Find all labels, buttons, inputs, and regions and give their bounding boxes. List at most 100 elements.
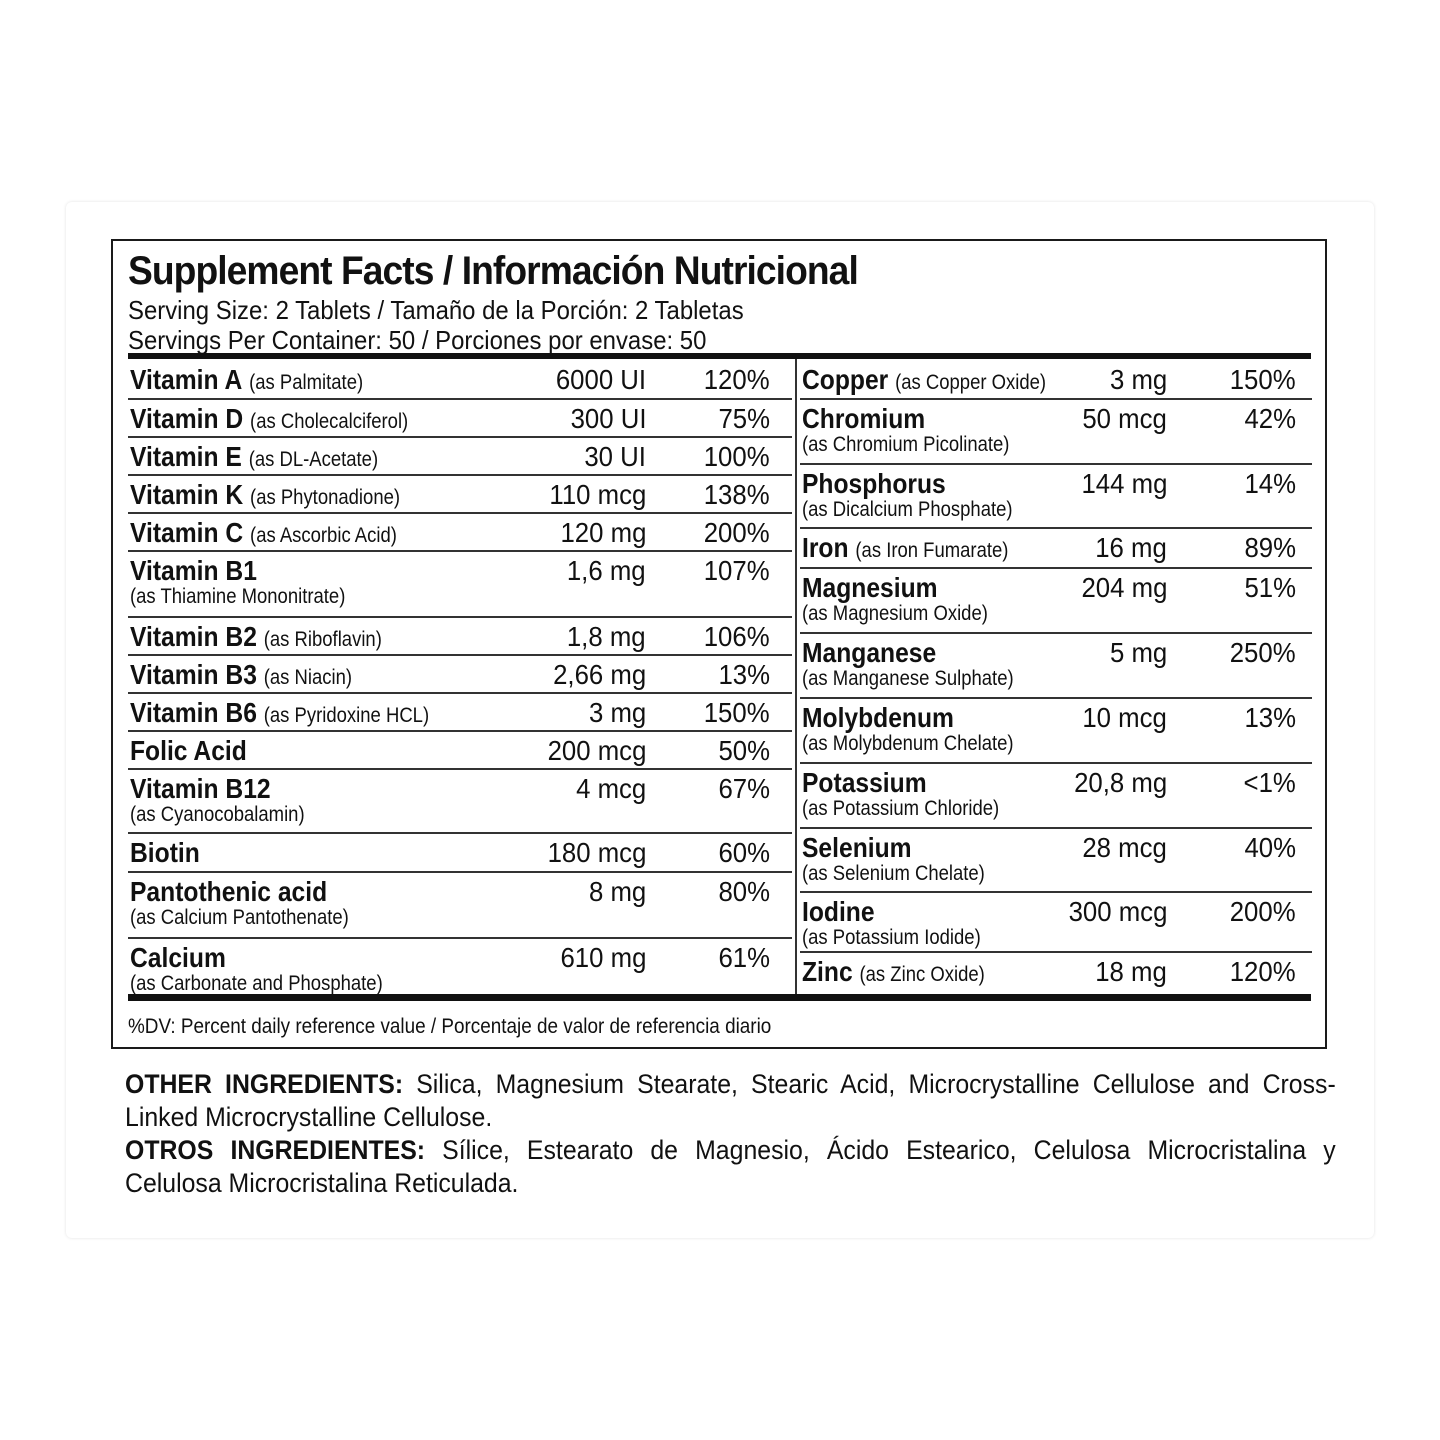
nutrient-daily-value: 120% xyxy=(1230,956,1296,987)
nutrient-daily-value: 150% xyxy=(704,697,770,728)
nutrient-name: Copper (as Copper Oxide) xyxy=(802,365,1046,398)
nutrient-amount: 110 mcg xyxy=(549,479,646,510)
nutrient-name-text: Iron xyxy=(802,532,849,563)
nutrient-source: (as Dicalcium Phosphate) xyxy=(802,498,1013,521)
nutrient-name-text: Pantothenic acid xyxy=(130,876,328,907)
nutrient-name-text: Vitamin E xyxy=(130,441,242,472)
nutrient-name-text: Manganese xyxy=(802,637,937,668)
nutrient-name: Biotin xyxy=(130,838,200,868)
nutrient-row: Biotin 180 mcg 60% xyxy=(128,834,792,873)
nutrient-source: (as Niacin) xyxy=(263,666,353,689)
nutrient-daily-value: 106% xyxy=(704,621,770,652)
nutrient-name-text: Vitamin D xyxy=(130,403,244,434)
nutrient-amount: 1,6 mg xyxy=(567,555,646,586)
nutrient-name: Vitamin B2 (as Riboflavin) xyxy=(130,622,382,655)
nutrient-name-text: Molybdenum xyxy=(802,702,954,733)
nutrient-daily-value: 75% xyxy=(718,403,770,434)
nutrient-daily-value: 120% xyxy=(704,364,770,395)
nutrient-daily-value: 107% xyxy=(704,555,770,586)
nutrient-amount: 144 mg xyxy=(1081,468,1167,499)
nutrient-row: Folic Acid 200 mcg 50% xyxy=(128,732,792,770)
nutrient-name: Vitamin D (as Cholecalciferol) xyxy=(130,404,408,437)
nutrient-daily-value: 61% xyxy=(718,942,770,973)
nutrient-name-text: Vitamin A xyxy=(130,364,243,395)
nutrient-name-text: Folic Acid xyxy=(130,735,247,766)
nutrient-name: Iron (as Iron Fumarate) xyxy=(802,533,1008,566)
nutrient-name-text: Vitamin B2 xyxy=(130,621,257,652)
nutrient-name: Molybdenum xyxy=(802,703,954,733)
thick-rule-bottom xyxy=(128,994,1311,1001)
nutrient-amount: 1,8 mg xyxy=(567,621,646,652)
nutrient-name-text: Biotin xyxy=(130,837,200,868)
nutrient-name: Chromium xyxy=(802,404,925,434)
nutrient-daily-value: 89% xyxy=(1244,532,1296,563)
nutrient-name: Vitamin B3 (as Niacin) xyxy=(130,660,352,693)
nutrient-source: (as Pyridoxine HCL) xyxy=(263,704,430,727)
nutrient-name: Vitamin B1 xyxy=(130,556,257,586)
nutrient-amount: 4 mcg xyxy=(575,773,646,804)
other-ingredients-en: OTHER INGREDIENTS: Silica, Magnesium Ste… xyxy=(125,1068,1336,1134)
nutrient-source: (as Zinc Oxide) xyxy=(859,963,985,986)
nutrient-source: (as Palmitate) xyxy=(249,371,364,394)
nutrient-amount: 2,66 mg xyxy=(552,659,646,690)
nutrient-row: Vitamin B1 (as Thiamine Mononitrate) 1,6 m… xyxy=(128,552,792,618)
nutrient-source: (as Phytonadione) xyxy=(250,486,401,509)
nutrient-name-text: Vitamin K xyxy=(130,479,244,510)
nutrient-amount: 16 mg xyxy=(1095,532,1167,563)
nutrient-amount: 300 mcg xyxy=(1068,896,1167,927)
nutrient-source: (as Ascorbic Acid) xyxy=(250,524,397,547)
nutrient-source: (as Potassium Chloride) xyxy=(802,797,1000,820)
nutrient-row: Zinc (as Zinc Oxide) 18 mg 120% xyxy=(800,953,1312,994)
nutrient-name-text: Zinc xyxy=(802,956,853,987)
nutrient-name: Vitamin A (as Palmitate) xyxy=(130,365,363,398)
nutrient-source: (as Manganese Sulphate) xyxy=(802,667,1014,690)
nutrient-daily-value: 138% xyxy=(704,479,770,510)
nutrient-name: Vitamin B12 xyxy=(130,774,271,804)
nutrient-name: Calcium xyxy=(130,943,226,973)
nutrient-daily-value: 42% xyxy=(1244,403,1296,434)
serving-size: Serving Size: 2 Tablets / Tamaño de la P… xyxy=(128,295,744,325)
nutrient-name-text: Calcium xyxy=(130,942,226,973)
nutrient-amount: 610 mg xyxy=(560,942,646,973)
nutrient-name-text: Potassium xyxy=(802,767,927,798)
nutrient-amount: 10 mcg xyxy=(1082,702,1167,733)
nutrient-daily-value: 14% xyxy=(1244,468,1296,499)
nutrient-row: Iron (as Iron Fumarate) 16 mg 89% xyxy=(800,529,1312,569)
nutrient-source: (as Copper Oxide) xyxy=(895,371,1047,394)
nutrient-amount: 300 UI xyxy=(570,403,646,434)
nutrient-row: Magnesium (as Magnesium Oxide) 204 mg 51% xyxy=(800,569,1312,634)
other-ingredients-es-label: OTROS INGREDIENTES: xyxy=(125,1135,426,1165)
nutrient-name-text: Vitamin B6 xyxy=(130,697,257,728)
nutrient-daily-value: 40% xyxy=(1244,832,1296,863)
nutrient-name-text: Copper xyxy=(802,364,889,395)
nutrient-source: (as Cholecalciferol) xyxy=(250,410,409,433)
nutrient-daily-value: 200% xyxy=(704,517,770,548)
nutrient-row: Selenium (as Selenium Chelate) 28 mcg 40% xyxy=(800,829,1312,893)
nutrient-name-text: Vitamin B1 xyxy=(130,555,257,586)
nutrient-row: Vitamin E (as DL-Acetate) 30 UI 100% xyxy=(128,438,792,476)
nutrient-source: (as Potassium Iodide) xyxy=(802,926,981,949)
nutrient-name: Vitamin B6 (as Pyridoxine HCL) xyxy=(130,698,429,731)
nutrient-name-text: Chromium xyxy=(802,403,926,434)
nutrient-source: (as Iron Fumarate) xyxy=(855,539,1009,562)
nutrient-row: Vitamin A (as Palmitate) 6000 UI 120% xyxy=(128,361,792,400)
nutrient-row: Pantothenic acid (as Calcium Pantothenate… xyxy=(128,873,792,939)
nutrient-name: Manganese xyxy=(802,638,936,668)
nutrient-source: (as Riboflavin) xyxy=(263,628,382,651)
nutrient-source: (as Cyanocobalamin) xyxy=(130,803,305,826)
nutrient-source: (as DL-Acetate) xyxy=(248,448,379,471)
nutrient-daily-value: 67% xyxy=(718,773,770,804)
nutrient-row: Calcium (as Carbonate and Phosphate) 610 m… xyxy=(128,939,792,996)
thick-rule-top xyxy=(128,353,1311,359)
nutrient-daily-value: 50% xyxy=(718,735,770,766)
nutrient-amount: 3 mg xyxy=(588,697,646,728)
other-ingredients-en-label: OTHER INGREDIENTS: xyxy=(125,1069,404,1099)
minerals-column: Copper (as Copper Oxide) 3 mg 150% Chromium… xyxy=(800,361,1312,994)
nutrient-source: (as Magnesium Oxide) xyxy=(802,602,988,625)
nutrient-name: Vitamin K (as Phytonadione) xyxy=(130,480,400,513)
nutrient-amount: 180 mcg xyxy=(547,837,646,868)
nutrient-name: Phosphorus xyxy=(802,469,946,499)
nutrient-row: Vitamin D (as Cholecalciferol) 300 UI 75% xyxy=(128,400,792,438)
nutrient-source: (as Chromium Picolinate) xyxy=(802,433,1010,456)
nutrient-name: Potassium xyxy=(802,768,927,798)
